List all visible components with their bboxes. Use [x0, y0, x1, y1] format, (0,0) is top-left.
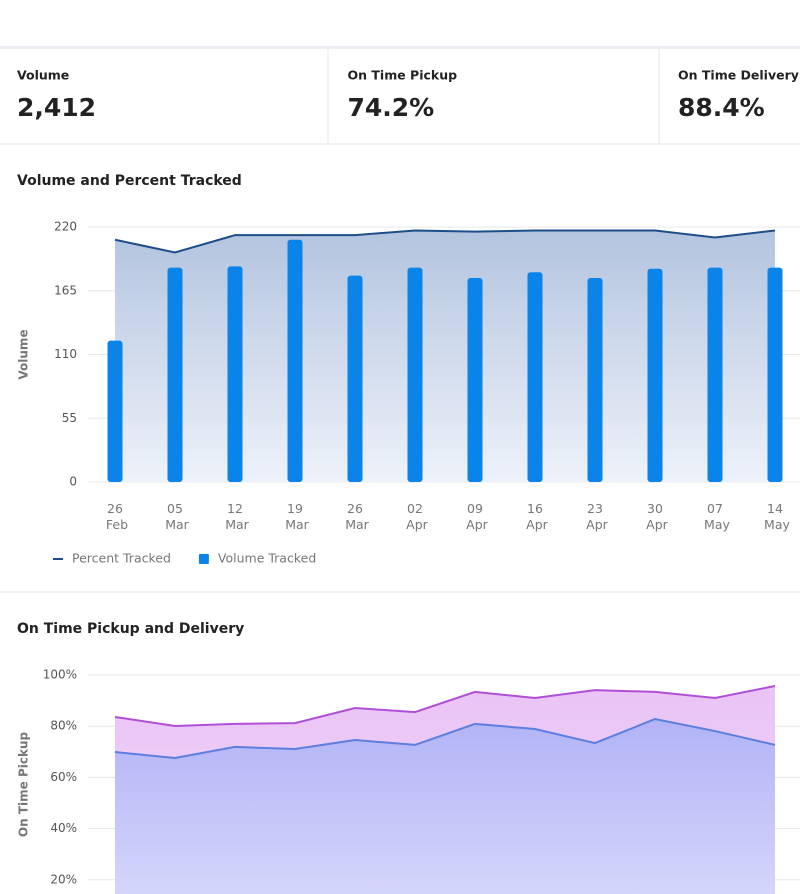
bar — [107, 340, 123, 482]
y-axis-label: Volume — [17, 329, 31, 379]
kpi-label: Volume — [17, 68, 69, 83]
x-tick-label: 05 Mar — [161, 501, 189, 532]
series-line — [114, 717, 776, 759]
y-tick-label: 220 — [54, 220, 77, 234]
kpi-value: 2,412 — [17, 93, 96, 122]
y-tick-label: 20% — [50, 872, 77, 886]
y-axis-label: On Time Pickup — [17, 732, 31, 838]
area-fill — [115, 230, 775, 482]
bar — [167, 267, 183, 482]
series-line — [114, 229, 776, 254]
bar — [527, 272, 543, 482]
y-tick-label: 55 — [62, 411, 77, 425]
y-tick-label: 80% — [50, 719, 77, 733]
kpi-value: 74.2% — [348, 93, 435, 122]
kpi-value: 88.4% — [678, 93, 765, 122]
y-tick-label: 165 — [54, 283, 77, 297]
legend-label: Percent Tracked — [72, 551, 171, 566]
bar — [467, 278, 483, 482]
x-tick-label: 02 Apr — [402, 501, 428, 532]
y-tick-label: 60% — [50, 770, 77, 784]
bar — [707, 267, 723, 482]
chart-title: Volume and Percent Tracked — [17, 173, 242, 189]
x-tick-label: 23 Apr — [582, 501, 608, 532]
y-tick-label: 40% — [50, 821, 77, 835]
kpi-label: On Time Delivery — [678, 68, 799, 83]
bar — [287, 239, 303, 482]
x-tick-label: 14 May — [760, 501, 790, 532]
y-tick-label: 0 — [69, 475, 77, 489]
bar — [587, 278, 603, 482]
x-tick-label: 07 May — [700, 501, 730, 532]
bar — [407, 267, 423, 482]
legend-swatch — [198, 554, 209, 564]
x-tick-label: 26 Mar — [341, 501, 369, 532]
header — [0, 0, 800, 46]
x-tick-label: 30 Apr — [642, 501, 668, 532]
y-tick-label: 110 — [54, 347, 77, 361]
kpi-label: On Time Pickup — [348, 68, 458, 83]
x-tick-label: 09 Apr — [462, 501, 488, 532]
bar — [647, 268, 663, 482]
x-tick-label: 26 Feb — [102, 501, 128, 532]
series-line — [114, 685, 776, 727]
x-tick-label: 19 Mar — [281, 501, 309, 532]
x-tick-label: 16 Apr — [522, 501, 548, 532]
chart-title: On Time Pickup and Delivery — [17, 621, 244, 637]
y-tick-label: 100% — [43, 668, 77, 682]
bar — [227, 266, 243, 482]
area-fill — [115, 719, 775, 894]
legend-label: Volume Tracked — [218, 551, 316, 566]
x-tick-label: 12 Mar — [221, 501, 249, 532]
bar — [347, 275, 363, 482]
header-shadow — [0, 46, 800, 49]
bar — [767, 267, 783, 482]
